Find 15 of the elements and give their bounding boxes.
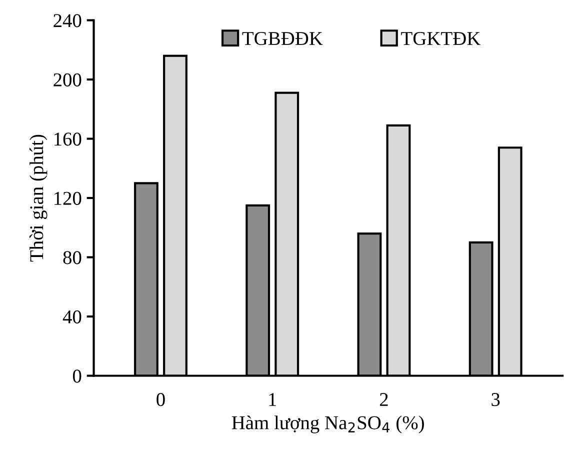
- y-tick-label: 240: [54, 14, 82, 28]
- x-tick-label: 3: [492, 393, 500, 406]
- y-tick-label: 160: [54, 132, 82, 146]
- x-tick-label: 2: [380, 393, 388, 406]
- x-tick-label: 0: [156, 392, 165, 406]
- y-tick-label: 40: [62, 310, 82, 324]
- x-axis-title: Hàm lượng Na$_{2}$SO$_{4}$ (%): [232, 416, 424, 434]
- legend-label: TGKTĐK: [401, 32, 480, 46]
- legend-label: TGBĐĐK: [242, 32, 323, 46]
- y-tick-label: 80: [63, 251, 82, 264]
- y-tick-label: 200: [54, 73, 82, 86]
- y-tick-label: 120: [54, 192, 82, 205]
- y-axis-title: Thời gian (phút): [30, 134, 48, 262]
- y-tick-label: 0: [72, 370, 82, 383]
- x-tick-label: 1: [269, 393, 276, 406]
